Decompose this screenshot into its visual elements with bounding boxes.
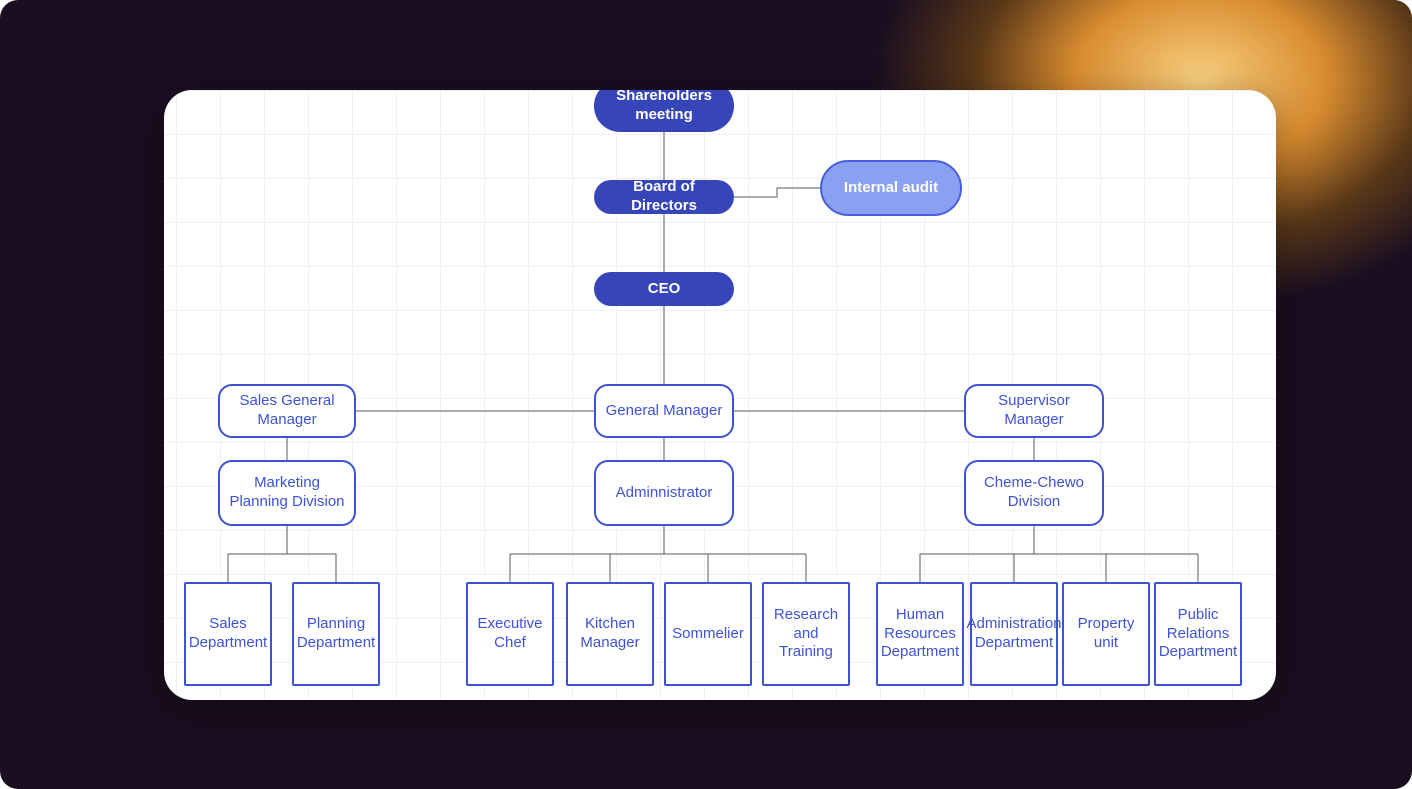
org-node-plan_dept[interactable]: Planning Department bbox=[292, 582, 380, 686]
org-chart-canvas: Shareholders meeting Board of Directors In… bbox=[164, 90, 1276, 700]
org-node-sommelier[interactable]: Sommelier bbox=[664, 582, 752, 686]
org-node-audit[interactable]: Internal audit bbox=[820, 160, 962, 216]
org-node-sales_gm[interactable]: Sales General Manager bbox=[218, 384, 356, 438]
org-node-sup_mgr[interactable]: Supervisor Manager bbox=[964, 384, 1104, 438]
org-node-hr[interactable]: Human Resources Department bbox=[876, 582, 964, 686]
org-node-ceo[interactable]: CEO bbox=[594, 272, 734, 306]
org-node-exec_chef[interactable]: Executive Chef bbox=[466, 582, 554, 686]
org-node-gm[interactable]: General Manager bbox=[594, 384, 734, 438]
org-node-shareholders[interactable]: Shareholders meeting bbox=[594, 90, 734, 132]
org-node-sales_dept[interactable]: Sales Department bbox=[184, 582, 272, 686]
org-node-admin[interactable]: Adminnistrator bbox=[594, 460, 734, 526]
org-node-research[interactable]: Research and Training bbox=[762, 582, 850, 686]
org-node-kitchen[interactable]: Kitchen Manager bbox=[566, 582, 654, 686]
org-node-cheme[interactable]: Cheme-Chewo Division bbox=[964, 460, 1104, 526]
org-node-property[interactable]: Property unit bbox=[1062, 582, 1150, 686]
org-node-pr[interactable]: Public Relations Department bbox=[1154, 582, 1242, 686]
org-node-mkt_div[interactable]: Marketing Planning Division bbox=[218, 460, 356, 526]
org-node-board[interactable]: Board of Directors bbox=[594, 180, 734, 214]
org-node-admin_dept[interactable]: Administration Department bbox=[970, 582, 1058, 686]
